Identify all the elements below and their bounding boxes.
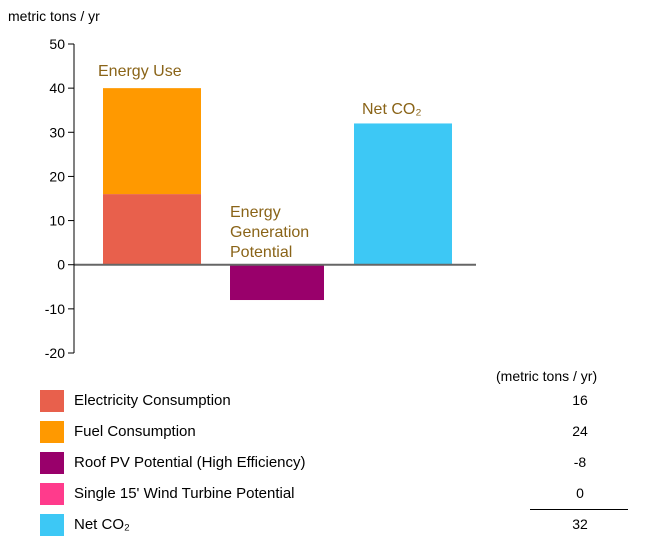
legend-value: 32 (572, 516, 588, 532)
chart: metric tons / yr 50 40 30 20 10 0 -10 -20 Energ… (8, 8, 476, 361)
legend-label: Net CO₂ (74, 516, 130, 533)
y-tick-label: 40 (49, 80, 65, 96)
legend-item: Net CO₂ 32 (40, 514, 640, 536)
y-tick-label: -20 (45, 345, 65, 361)
y-tick-label: -10 (45, 301, 65, 317)
legend-swatch (40, 452, 64, 474)
bar-electricity-consumption (103, 194, 201, 265)
legend-item: Electricity Consumption 16 (40, 390, 640, 412)
legend-swatch (40, 390, 64, 412)
bars (103, 88, 452, 301)
y-axis-unit-label: metric tons / yr (8, 8, 100, 24)
y-tick-label: 10 (49, 213, 65, 229)
legend-item: Roof PV Potential (High Efficiency) -8 (40, 452, 640, 474)
category-labels: Energy Use Energy Generation Potential Net C… (98, 63, 422, 261)
legend-units-header: (metric tons / yr) (496, 368, 598, 384)
category-label: Energy Generation Potential (230, 204, 309, 261)
category-label: Energy Use (98, 63, 182, 80)
bar-fuel-consumption (103, 88, 201, 195)
legend-label: Roof PV Potential (High Efficiency) (74, 454, 306, 471)
legend-value: 24 (572, 423, 588, 439)
legend-label: Fuel Consumption (74, 423, 196, 440)
bar-net-co (354, 123, 452, 265)
legend-swatch (40, 514, 64, 536)
bar-roof-pv-potential-high-efficiency (230, 264, 324, 301)
legend-item: Single 15' Wind Turbine Potential 0 (40, 483, 640, 505)
y-tick-label: 30 (49, 124, 65, 140)
y-tick-label: 50 (49, 36, 65, 52)
category-label: Net CO₂ (362, 101, 422, 118)
legend-item: Fuel Consumption 24 (40, 421, 640, 443)
legend-value: 16 (572, 392, 588, 408)
total-rule (530, 509, 628, 510)
y-axis: 50 40 30 20 10 0 -10 -20 (45, 36, 74, 361)
legend-value: -8 (573, 454, 587, 470)
legend-label: Single 15' Wind Turbine Potential (74, 485, 295, 502)
y-tick-label: 20 (49, 168, 65, 184)
legend-swatch (40, 421, 64, 443)
legend-swatch (40, 483, 64, 505)
legend-label: Electricity Consumption (74, 392, 231, 409)
y-tick-label: 0 (57, 257, 65, 273)
legend-value: 0 (576, 485, 584, 501)
